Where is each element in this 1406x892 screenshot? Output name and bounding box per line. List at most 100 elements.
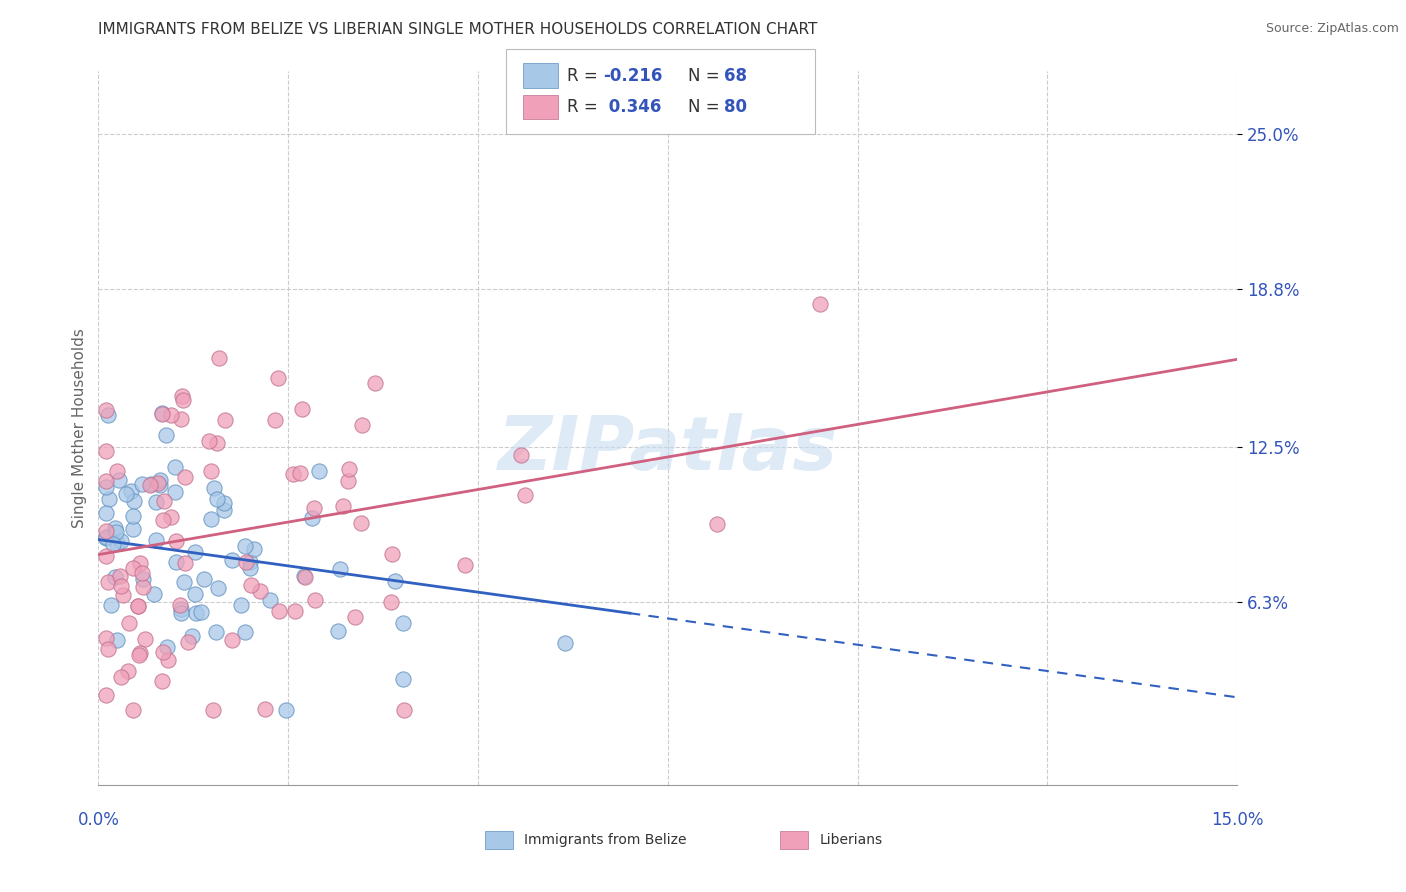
Text: ZIPatlas: ZIPatlas bbox=[498, 413, 838, 486]
Point bbox=[391, 672, 413, 686]
Point bbox=[205, 491, 228, 506]
Y-axis label: Single Mother Households: Single Mother Households bbox=[72, 328, 87, 528]
Point bbox=[198, 434, 221, 449]
Point bbox=[152, 645, 174, 659]
Point bbox=[120, 483, 142, 498]
Point bbox=[128, 648, 150, 662]
Point bbox=[117, 664, 139, 678]
Point bbox=[105, 536, 128, 550]
Point bbox=[169, 598, 191, 612]
Point bbox=[281, 467, 304, 482]
Point bbox=[94, 688, 117, 702]
Point bbox=[150, 407, 173, 421]
Point bbox=[150, 673, 173, 688]
Point bbox=[233, 539, 256, 553]
Point bbox=[145, 495, 167, 509]
Point bbox=[200, 511, 222, 525]
Point bbox=[214, 502, 236, 516]
Point bbox=[114, 486, 136, 500]
Point bbox=[202, 703, 225, 717]
Point bbox=[124, 494, 146, 508]
Point bbox=[243, 542, 266, 557]
Point bbox=[159, 408, 181, 422]
Point bbox=[259, 593, 281, 607]
Point bbox=[381, 547, 404, 561]
Point bbox=[150, 405, 173, 419]
Point bbox=[122, 508, 145, 523]
Point bbox=[97, 491, 120, 506]
Point bbox=[184, 606, 207, 620]
Point bbox=[110, 533, 132, 548]
Point bbox=[157, 653, 180, 667]
Point bbox=[163, 485, 186, 500]
Point bbox=[110, 569, 132, 583]
Point bbox=[94, 631, 117, 645]
Point bbox=[207, 581, 229, 595]
Point bbox=[121, 561, 143, 575]
Text: 15.0%: 15.0% bbox=[1211, 811, 1264, 829]
Point bbox=[105, 525, 128, 540]
Point bbox=[308, 464, 330, 478]
Point bbox=[208, 351, 231, 366]
Text: 0.346: 0.346 bbox=[603, 98, 662, 116]
Point bbox=[454, 558, 477, 572]
Text: Immigrants from Belize: Immigrants from Belize bbox=[524, 833, 688, 847]
Point bbox=[170, 412, 193, 426]
Point bbox=[193, 573, 215, 587]
Point bbox=[294, 570, 316, 584]
Point bbox=[100, 599, 122, 613]
Point bbox=[329, 562, 352, 576]
Point bbox=[149, 473, 172, 487]
Point bbox=[122, 522, 145, 536]
Point bbox=[94, 480, 117, 494]
Point bbox=[139, 478, 162, 492]
Point bbox=[132, 580, 155, 594]
Point bbox=[513, 488, 536, 502]
Point bbox=[173, 574, 195, 589]
Point bbox=[141, 477, 163, 491]
Point bbox=[145, 533, 167, 548]
Point bbox=[350, 418, 373, 433]
Point bbox=[165, 534, 187, 549]
Point bbox=[292, 569, 315, 583]
Point bbox=[221, 553, 243, 567]
Point bbox=[239, 578, 262, 592]
Point bbox=[380, 595, 402, 609]
Point bbox=[110, 670, 132, 684]
Point bbox=[104, 570, 127, 584]
Point bbox=[235, 556, 257, 570]
Point bbox=[110, 579, 132, 593]
Point bbox=[165, 556, 187, 570]
Text: Liberians: Liberians bbox=[820, 833, 883, 847]
Point bbox=[149, 478, 172, 492]
Point bbox=[808, 297, 831, 311]
Point bbox=[105, 633, 128, 648]
Point bbox=[190, 605, 212, 619]
Point bbox=[177, 634, 200, 648]
Point bbox=[96, 575, 118, 590]
Point bbox=[97, 409, 120, 423]
Point bbox=[364, 376, 387, 390]
Point bbox=[94, 524, 117, 539]
Point bbox=[143, 587, 166, 601]
Point bbox=[274, 703, 297, 717]
Point bbox=[97, 642, 120, 657]
Point bbox=[233, 625, 256, 640]
Point bbox=[174, 557, 197, 571]
Point bbox=[94, 531, 117, 545]
Point bbox=[118, 615, 141, 630]
Point bbox=[221, 632, 243, 647]
Point bbox=[172, 393, 194, 408]
Point bbox=[204, 625, 226, 640]
Point bbox=[350, 516, 373, 530]
Point bbox=[160, 509, 183, 524]
Point bbox=[288, 467, 311, 481]
Point bbox=[336, 474, 359, 488]
Point bbox=[94, 474, 117, 488]
Point bbox=[103, 537, 125, 551]
Point bbox=[239, 555, 262, 569]
Point bbox=[170, 601, 193, 615]
Point bbox=[284, 604, 307, 618]
Point bbox=[304, 501, 326, 516]
Point bbox=[131, 572, 153, 586]
